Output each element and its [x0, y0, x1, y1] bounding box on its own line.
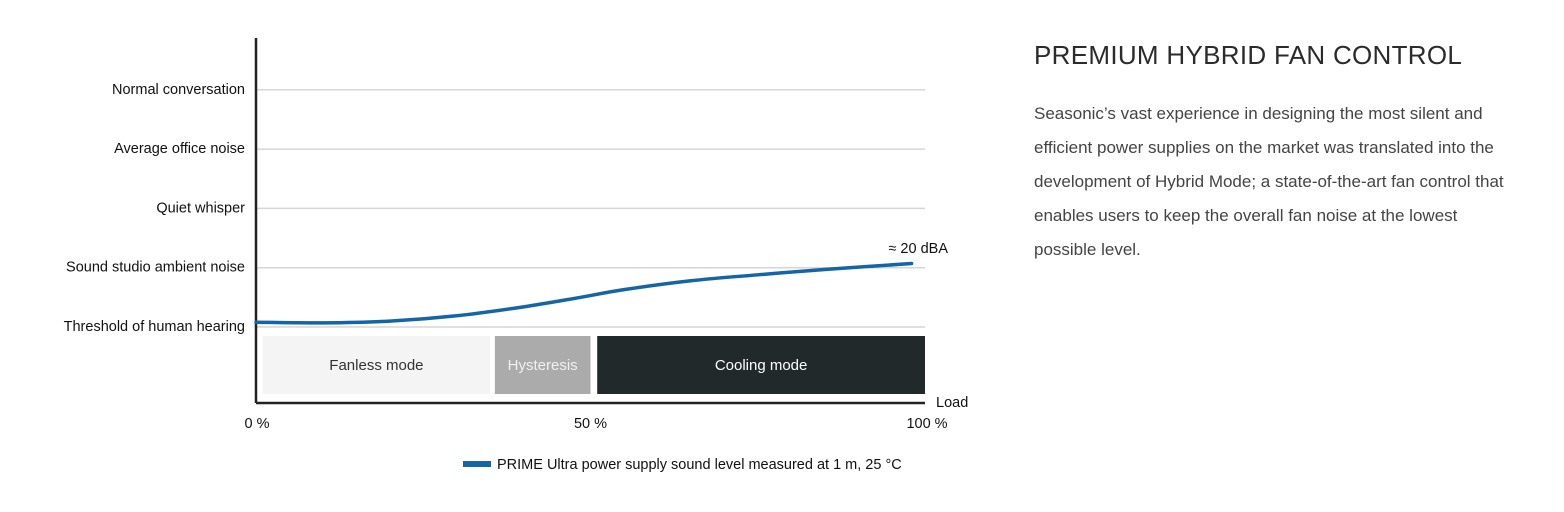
- feature-section: PREMIUM HYBRID FAN CONTROL Seasonic’s va…: [1034, 40, 1514, 267]
- x-tick-label: 0 %: [245, 416, 270, 432]
- section-body: Seasonic’s vast experience in designing …: [1034, 104, 1504, 259]
- x-tick-label: 50 %: [574, 416, 607, 432]
- mode-band: [494, 336, 591, 394]
- mode-band: [262, 336, 491, 394]
- mode-band: [597, 336, 925, 394]
- legend-label: PRIME Ultra power supply sound level mea…: [497, 457, 902, 473]
- end-annotation: ≈ 20 dBA: [888, 241, 948, 257]
- y-level-label: Threshold of human hearing: [64, 319, 245, 335]
- section-heading: PREMIUM HYBRID FAN CONTROL: [1034, 40, 1463, 70]
- y-level-label: Average office noise: [114, 141, 245, 157]
- y-level-label: Normal conversation: [112, 82, 245, 98]
- series-line: [254, 261, 914, 325]
- y-level-label: Quiet whisper: [156, 200, 245, 216]
- y-level-label: Sound studio ambient noise: [66, 260, 245, 276]
- legend-swatch: [463, 461, 491, 467]
- fan-noise-chart: Threshold of human hearing Sound studio a…: [64, 38, 968, 473]
- x-axis-label: Load: [936, 395, 968, 411]
- mode-band-label: Hysteresis: [508, 357, 578, 374]
- mode-band-label: Cooling mode: [715, 357, 808, 374]
- x-tick-label: 100 %: [906, 416, 947, 432]
- mode-band-label: Fanless mode: [329, 357, 423, 374]
